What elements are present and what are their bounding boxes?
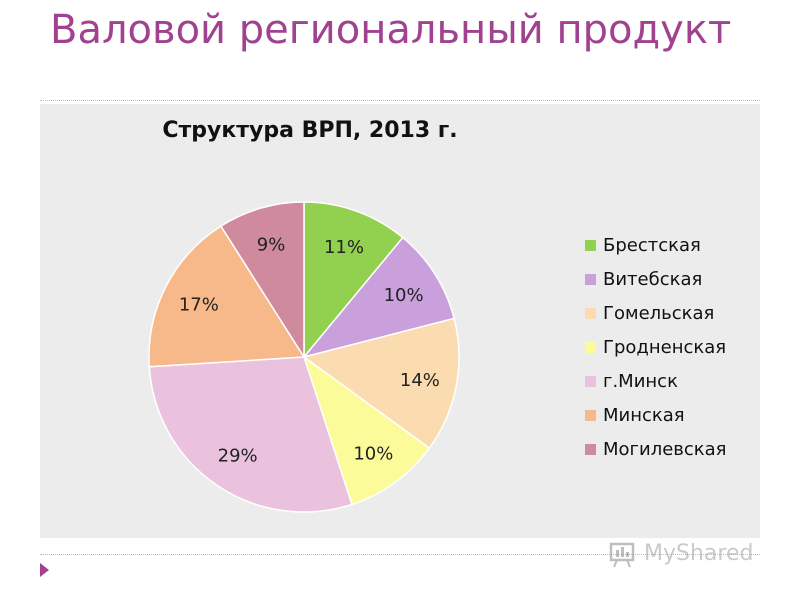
chart-legend: Брестская Витебская Гомельская Гродненская г…	[585, 228, 727, 466]
pie-slice-6	[148, 225, 306, 368]
legend-label: Минская	[603, 404, 685, 426]
legend-item: Гомельская	[585, 296, 727, 330]
legend-item: Минская	[585, 398, 727, 432]
pie-slice-3	[302, 317, 460, 450]
pie-chart: 11% 10% 14% 10% 29% 17% 9%	[148, 201, 460, 513]
watermark-text: MyShared	[644, 540, 754, 566]
legend-label: Гомельская	[603, 302, 715, 324]
legend-swatch	[585, 375, 596, 387]
legend-item: г.Минск	[585, 364, 727, 398]
legend-label: г.Минск	[603, 370, 678, 392]
slide-title: Валовой региональный продукт	[50, 7, 732, 53]
legend-label: Брестская	[603, 234, 701, 256]
legend-swatch	[585, 443, 596, 455]
pie-data-label: 17%	[179, 294, 219, 315]
legend-label: Витебская	[603, 268, 703, 290]
next-slide-arrow-icon[interactable]	[40, 563, 49, 577]
pie-data-label: 10%	[353, 443, 393, 464]
legend-swatch	[585, 307, 596, 319]
legend-item: Могилевская	[585, 432, 727, 466]
watermark-logo-icon	[609, 542, 635, 568]
legend-item: Брестская	[585, 228, 727, 262]
pie-data-label: 11%	[324, 237, 364, 258]
watermark: MyShared	[608, 538, 753, 568]
pie-data-label: 9%	[257, 235, 286, 256]
legend-item: Витебская	[585, 262, 727, 296]
pie-slice-5	[148, 356, 353, 513]
pie-data-label: 29%	[218, 446, 258, 467]
legend-swatch	[585, 409, 596, 421]
legend-label: Гродненская	[603, 336, 727, 358]
pie-data-label: 14%	[400, 370, 440, 391]
chart-title: Структура ВРП, 2013 г.	[162, 118, 458, 143]
top-divider	[40, 100, 760, 101]
pie-slice-7	[219, 201, 305, 360]
pie-slice-1	[303, 201, 404, 360]
legend-swatch	[585, 239, 596, 251]
chart-area: Структура ВРП, 2013 г. 11% 10% 14% 10% 29% 17…	[40, 104, 760, 538]
pie-data-label: 10%	[384, 285, 424, 306]
pie-slice-4	[302, 355, 431, 506]
legend-swatch	[585, 273, 596, 285]
legend-swatch	[585, 341, 596, 353]
pie-slice-2	[301, 236, 456, 359]
bottom-divider	[40, 554, 760, 555]
legend-label: Могилевская	[603, 438, 727, 460]
legend-item: Гродненская	[585, 330, 727, 364]
